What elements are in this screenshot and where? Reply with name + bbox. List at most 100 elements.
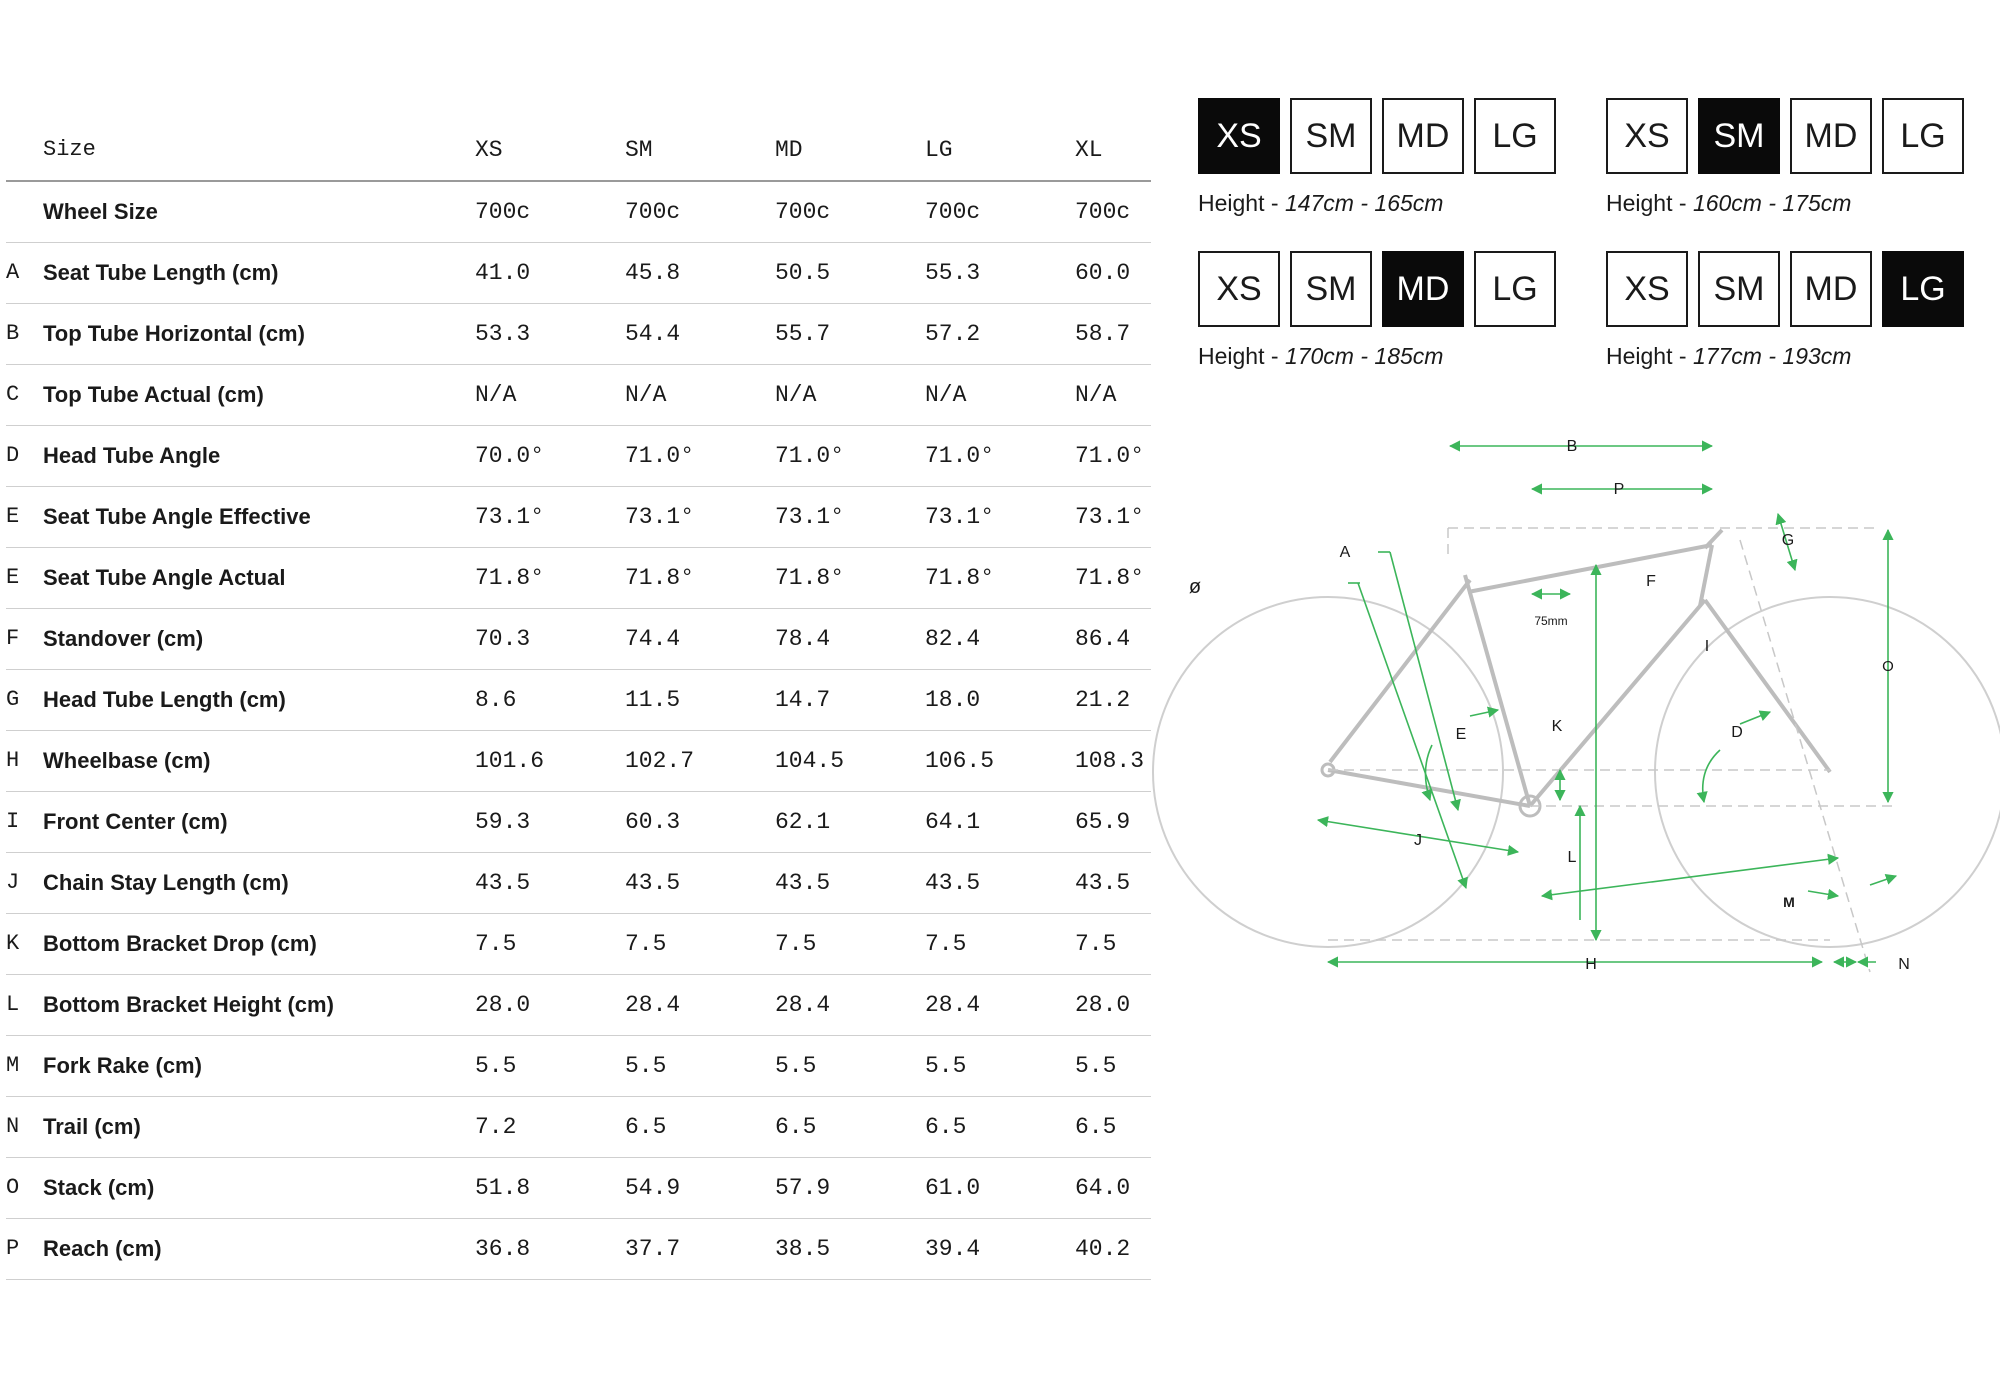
size-selector: XS SM MD LG [1606,98,1964,174]
table-cell: 70.0° [475,443,545,469]
size-button-xs[interactable]: XS [1198,251,1280,327]
table-cell: 5.5 [925,1053,967,1079]
row-label: Front Center (cm) [43,809,228,834]
size-button-lg[interactable]: LG [1882,98,1964,174]
column-header-lg: LG [925,137,953,163]
table-cell: 6.5 [775,1114,817,1140]
table-cell: 43.5 [925,870,981,896]
size-button-lg[interactable]: LG [1882,251,1964,327]
row-letter: K [6,931,20,956]
row-label: Bottom Bracket Drop (cm) [43,931,317,956]
label-g: G [1782,532,1794,549]
table-cell: 71.8° [625,565,695,591]
table-cell: 78.4 [775,626,831,652]
table-row: E Seat Tube Angle Effective 73.1° 73.1° 73.1… [6,487,1151,548]
row-label: Bottom Bracket Height (cm) [43,992,334,1017]
table-cell: 71.8° [1075,565,1145,591]
label-f: F [1646,573,1656,590]
table-cell: 73.1° [1075,504,1145,530]
table-cell: 39.4 [925,1236,981,1262]
size-button-md[interactable]: MD [1790,251,1872,327]
size-button-sm[interactable]: SM [1698,98,1780,174]
table-cell: 41.0 [475,260,531,286]
table-cell: 53.3 [475,321,531,347]
table-cell: 86.4 [1075,626,1131,652]
table-cell: N/A [625,382,667,408]
row-label: Wheelbase (cm) [43,748,211,773]
table-cell: 28.0 [475,992,531,1018]
table-cell: 5.5 [475,1053,517,1079]
rear-wheel [1152,596,1504,948]
table-cell: 38.5 [775,1236,831,1262]
label-wheel-diameter: ø [1189,576,1201,598]
label-i: I [1705,638,1709,655]
size-card-md: XS SM MD LG Height - 170cm - 185cm [1198,251,1556,370]
row-label: Seat Tube Angle Actual [43,565,286,590]
table-row: E Seat Tube Angle Actual 71.8° 71.8° 71.8° 71… [6,548,1151,609]
row-label: Head Tube Angle [43,443,221,468]
height-label: Height - [1198,343,1285,369]
size-button-lg[interactable]: LG [1474,251,1556,327]
row-letter: G [6,687,20,712]
table-cell: 6.5 [625,1114,667,1140]
table-cell: 71.0° [625,443,695,469]
size-card-lg: XS SM MD LG Height - 177cm - 193cm [1606,251,1964,370]
table-row: M Fork Rake (cm) 5.5 5.5 5.5 5.5 5.5 [6,1036,1151,1097]
row-label: Chain Stay Length (cm) [43,870,289,895]
size-button-lg[interactable]: LG [1474,98,1556,174]
label-p: P [1614,481,1625,498]
row-letter: M [6,1053,20,1078]
table-cell: 71.0° [775,443,845,469]
table-row: I Front Center (cm) 59.3 60.3 62.1 64.1 65.9 [6,792,1151,853]
row-label: Top Tube Horizontal (cm) [43,321,305,346]
row-label: Reach (cm) [43,1236,162,1261]
height-range: Height - 160cm - 175cm [1606,190,1964,217]
table-cell: 71.0° [925,443,995,469]
size-button-sm[interactable]: SM [1698,251,1780,327]
label-n: N [1898,956,1910,973]
height-range-value: 177cm - 193cm [1692,343,1852,369]
table-cell: 18.0 [925,687,981,713]
table-row: K Bottom Bracket Drop (cm) 7.5 7.5 7.5 7.5 7.5 [6,914,1151,975]
row-label: Fork Rake (cm) [43,1053,202,1078]
row-label: Trail (cm) [43,1114,141,1139]
table-cell: 700c [925,199,981,225]
size-button-md[interactable]: MD [1790,98,1872,174]
row-letter: B [6,321,20,346]
table-cell: 62.1 [775,809,831,835]
table-cell: 28.4 [775,992,831,1018]
table-cell: 43.5 [625,870,681,896]
size-button-sm[interactable]: SM [1290,98,1372,174]
column-header-sm: SM [625,137,653,163]
table-cell: 5.5 [1075,1053,1117,1079]
table-cell: 57.2 [925,321,981,347]
size-button-xs[interactable]: XS [1198,98,1280,174]
size-button-md[interactable]: MD [1382,251,1464,327]
size-button-xs[interactable]: XS [1606,98,1688,174]
table-cell: 59.3 [475,809,531,835]
row-label: Wheel Size [43,199,158,224]
label-d: D [1731,724,1743,741]
size-button-sm[interactable]: SM [1290,251,1372,327]
column-header-md: MD [775,137,803,163]
table-cell: 74.4 [625,626,681,652]
table-row: L Bottom Bracket Height (cm) 28.0 28.4 28.4 2… [6,975,1151,1036]
table-cell: 102.7 [625,748,695,774]
table-cell: 57.9 [775,1175,831,1201]
size-button-xs[interactable]: XS [1606,251,1688,327]
size-card-xs: XS SM MD LG Height - 147cm - 165cm [1198,98,1556,217]
table-body: Wheel Size 700c 700c 700c 700c 700c A Seat Tube… [6,182,1151,1280]
height-range: Height - 147cm - 165cm [1198,190,1556,217]
size-selector: XS SM MD LG [1198,251,1556,327]
table-cell: 51.8 [475,1175,531,1201]
table-cell: 71.0° [1075,443,1145,469]
table-cell: 106.5 [925,748,995,774]
label-75mm: 75mm [1534,614,1567,628]
table-cell: 7.5 [775,931,817,957]
row-letter: I [6,809,20,834]
bike-frame [1320,528,1832,818]
size-button-md[interactable]: MD [1382,98,1464,174]
table-cell: 70.3 [475,626,531,652]
label-m: M [1783,894,1795,910]
table-cell: 71.8° [775,565,845,591]
